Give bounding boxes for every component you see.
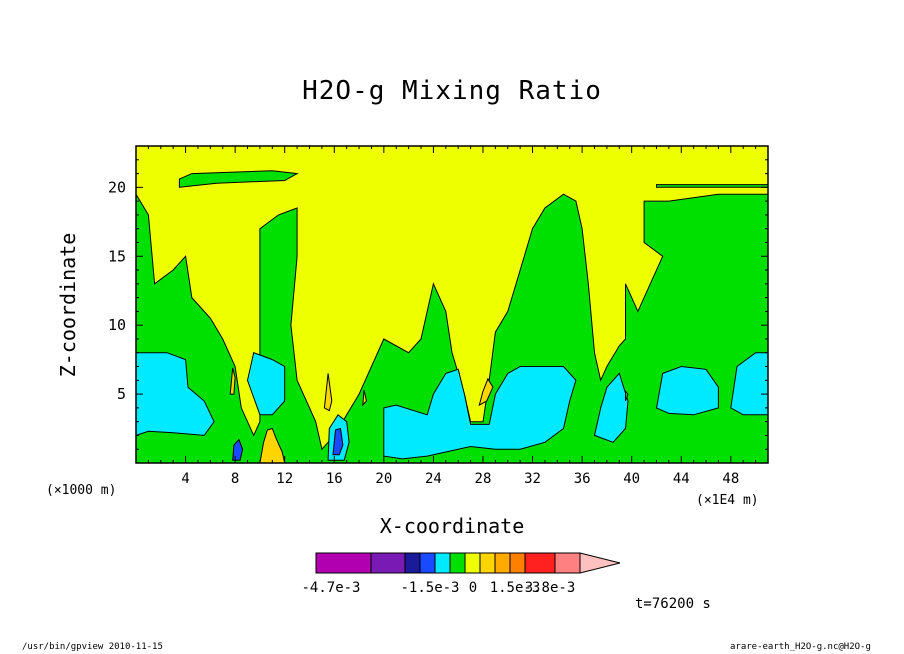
colorbar-label: -4.7e-3 <box>301 580 360 596</box>
x-tick-label: 44 <box>673 471 690 487</box>
colorbar-swatch <box>464 552 481 574</box>
x-tick-label: 48 <box>722 471 739 487</box>
x-tick-label: 20 <box>375 471 392 487</box>
y-tick-label: 15 <box>108 247 126 265</box>
contour-region-orange <box>478 377 494 407</box>
colorbar-swatch <box>419 552 436 574</box>
y-axis-label: Z-coordinate <box>56 232 80 378</box>
y-tick-label: 5 <box>117 385 126 403</box>
colorbar-extension-arrow <box>579 552 621 574</box>
colorbar-swatch <box>449 552 466 574</box>
colorbar-swatch <box>315 552 372 574</box>
contour-region-cyan <box>655 365 719 416</box>
contour-region-green <box>656 184 768 188</box>
colorbar-swatch <box>524 552 556 574</box>
x-tick-label: 28 <box>475 471 492 487</box>
time-label: t=76200 s <box>635 596 711 612</box>
x-axis: 4 8 12 16 20 24 28 32 36 40 44 48 <box>147 146 757 487</box>
contour-region-cyan <box>730 352 768 416</box>
colorbar-swatch <box>479 552 496 574</box>
contour-region-blue <box>332 427 344 456</box>
contour-region-green <box>625 389 629 402</box>
x-tick-label: 12 <box>276 471 293 487</box>
x-tick-label: 8 <box>231 471 239 487</box>
colorbar-swatch <box>404 552 421 574</box>
chart-title: H2O-g Mixing Ratio <box>302 76 602 106</box>
x-tick-label: 36 <box>574 471 591 487</box>
contour-region-blue <box>232 438 244 461</box>
contour-region-orange <box>229 367 236 395</box>
footer-program-date: /usr/bin/gpview 2010-11-15 <box>22 642 163 652</box>
y-tick-label: 10 <box>108 316 126 334</box>
x-axis-label: X-coordinate <box>379 514 525 538</box>
contour-region-cyan <box>246 352 286 416</box>
footer-source-file: arare-earth_H2O-g.nc@H2O-g <box>730 642 871 652</box>
x-tick-label: 40 <box>623 471 640 487</box>
x-tick-label: 24 <box>425 471 442 487</box>
contour-region-orange <box>362 389 368 407</box>
colorbar-swatch <box>434 552 451 574</box>
colorbar-swatch <box>494 552 511 574</box>
colorbar-swatch <box>509 552 526 574</box>
colorbar-label: 1.5e-3 <box>490 580 541 596</box>
contour-region-cyan <box>136 352 215 436</box>
x-tick-label: 16 <box>326 471 343 487</box>
contour-region-cyan <box>593 372 629 443</box>
contour-region-orange <box>323 373 333 412</box>
colorbar-swatch <box>554 552 581 574</box>
plot-frame <box>135 145 769 464</box>
colorbar-label: 0 <box>469 580 477 596</box>
colorbar-label: 3.8e-3 <box>525 580 576 596</box>
x-unit-left: (×1000 m) <box>46 483 117 498</box>
x-tick-label: 32 <box>524 471 541 487</box>
contour-region-cyan <box>383 366 577 460</box>
colorbar: -4.7e-3 -1.5e-3 0 1.5e-33.8e-3 <box>301 552 621 596</box>
x-tick-label: 4 <box>181 471 189 487</box>
x-unit-right: (×1E4 m) <box>696 493 759 508</box>
plot-area <box>135 145 769 464</box>
contour-region-green <box>178 170 299 188</box>
colorbar-label: -1.5e-3 <box>400 580 459 596</box>
y-axis: 5 10 15 20 <box>108 159 768 450</box>
y-tick-label: 20 <box>108 178 126 196</box>
colorbar-swatch <box>370 552 406 574</box>
